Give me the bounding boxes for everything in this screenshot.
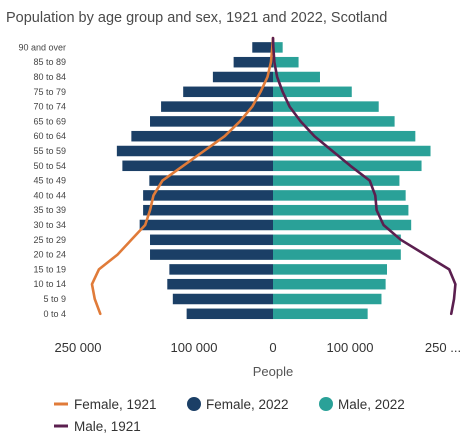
- category-label: 35 to 39: [33, 205, 66, 215]
- male-2022-bar: [273, 264, 387, 275]
- male-2022-bar: [273, 293, 382, 305]
- female-2022-bar: [172, 293, 273, 305]
- category-label: 70 to 74: [33, 102, 66, 112]
- female-2022-bar: [167, 278, 273, 290]
- male-2022-bar: [273, 249, 401, 260]
- category-label: 90 and over: [18, 42, 66, 52]
- male-2022-bar: [273, 308, 368, 320]
- male-2022-bar: [273, 204, 409, 216]
- x-tick-label: 0: [269, 340, 276, 355]
- female-2022-bar: [131, 130, 273, 142]
- male-2022-bar: [273, 145, 431, 157]
- category-label: 5 to 9: [43, 294, 66, 304]
- category-label: 30 to 34: [33, 220, 66, 230]
- female-2022-bar: [139, 219, 273, 231]
- female-2022-bar: [252, 42, 273, 53]
- male-2022-bar: [273, 101, 379, 112]
- x-axis-label: People: [253, 364, 293, 379]
- legend-entry: Female, 1921: [74, 397, 157, 412]
- male-2022-bar: [273, 56, 299, 68]
- female-2022-bar: [150, 116, 273, 127]
- category-label: 25 to 29: [33, 235, 66, 245]
- legend-entry: Female, 2022: [206, 397, 289, 412]
- x-tick-label: 100 000: [171, 340, 218, 355]
- category-labels: 0 to 4 5 to 9 10 to 14 15 to 19 20 to 24 25 t…: [18, 42, 66, 318]
- category-label: 50 to 54: [33, 161, 66, 171]
- male-2022-bar: [273, 160, 422, 172]
- category-label: 80 to 84: [33, 72, 66, 82]
- x-tick-labels: 250 000 100 000 0 100 000 250 ...: [55, 340, 462, 355]
- male-2022-bar: [273, 234, 401, 246]
- category-label: 45 to 49: [33, 176, 66, 186]
- lines: [90, 36, 457, 316]
- male-2022-bar: [273, 116, 395, 127]
- male-2022-bar: [273, 175, 400, 186]
- female-1921-line: [90, 36, 275, 316]
- female-2022-bar: [161, 101, 273, 112]
- legend-circle-swatch: [187, 397, 201, 411]
- category-label: 60 to 64: [33, 131, 66, 141]
- bars: [116, 42, 431, 320]
- female-2022-bar: [122, 160, 273, 172]
- female-2022-bar: [169, 264, 273, 275]
- category-label: 85 to 89: [33, 57, 66, 67]
- chart-title: Population by age group and sex, 1921 an…: [6, 10, 387, 26]
- category-label: 10 to 14: [33, 279, 66, 289]
- category-label: 40 to 44: [33, 190, 66, 200]
- legend-entry: Male, 2022: [338, 397, 405, 412]
- female-2022-bar: [143, 190, 273, 201]
- category-label: 20 to 24: [33, 250, 66, 260]
- legend-entry: Male, 1921: [74, 419, 141, 434]
- male-2022-bar: [273, 190, 406, 201]
- female-2022-bar: [183, 86, 273, 98]
- x-tick-label: 100 000: [327, 340, 374, 355]
- female-2022-bar: [212, 71, 273, 83]
- category-label: 75 to 79: [33, 87, 66, 97]
- female-2022-bar: [116, 145, 273, 157]
- category-label: 0 to 4: [43, 309, 66, 319]
- category-label: 65 to 69: [33, 116, 66, 126]
- x-tick-label: 250 ...: [425, 340, 461, 355]
- male-1921-line: [271, 36, 457, 316]
- female-2022-bar: [186, 308, 273, 320]
- male-2022-bar: [273, 219, 412, 231]
- female-2022-bar: [143, 204, 273, 216]
- male-2022-bar: [273, 130, 416, 142]
- legend-circle-swatch: [319, 397, 333, 411]
- legend: Female, 1921 Female, 2022 Male, 2022 Male, …: [54, 397, 405, 434]
- male-2022-bar: [273, 86, 352, 98]
- category-label: 15 to 19: [33, 264, 66, 274]
- male-2022-bar: [273, 42, 283, 53]
- category-label: 55 to 59: [33, 146, 66, 156]
- female-2022-bar: [150, 234, 273, 246]
- female-2022-bar: [149, 175, 273, 186]
- male-2022-bar: [273, 71, 320, 83]
- female-2022-bar: [233, 56, 273, 68]
- female-2022-bar: [150, 249, 273, 260]
- male-2022-bar: [273, 278, 386, 290]
- x-tick-label: 250 000: [55, 340, 102, 355]
